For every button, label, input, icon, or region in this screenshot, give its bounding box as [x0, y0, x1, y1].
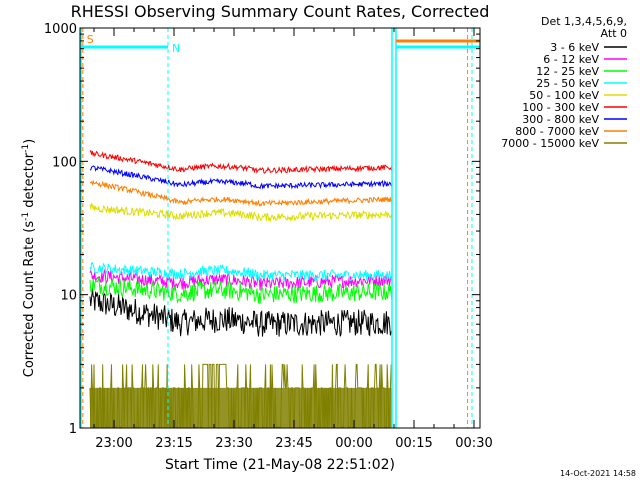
x-tick-label: 00:15 — [395, 436, 432, 451]
legend-entry-label: 300 - 800 keV — [522, 113, 599, 126]
legend-entry-label: 25 - 50 keV — [536, 77, 599, 90]
y-axis-label: Corrected Count Rate (s-1 detector-1) — [21, 139, 37, 377]
x-tick-label: 00:30 — [455, 436, 492, 451]
series-line-1 — [89, 268, 393, 291]
legend-entry-label: 800 - 7000 keV — [515, 125, 599, 138]
y-axis-label-sup1: -1 — [21, 212, 31, 221]
y-tick-label: 1000 — [44, 22, 77, 37]
flag-label-n: N — [172, 42, 180, 55]
x-tick-label: 23:30 — [215, 436, 252, 451]
y-tick-label: 100 — [52, 155, 77, 170]
plot-frame — [79, 27, 481, 429]
y-axis-label-mid: detector — [22, 152, 37, 212]
timestamp: 14-Oct-2021 14:58 — [560, 469, 636, 478]
y-tick-label: 1 — [69, 422, 77, 437]
series-line-7 — [89, 179, 393, 207]
y-tick-label: 10 — [60, 289, 77, 304]
x-axis-label: Start Time (21-May-08 22:51:02) — [165, 457, 395, 473]
legend-entry-label: 3 - 6 keV — [550, 41, 599, 54]
y-axis-label-end: ) — [22, 139, 37, 144]
plot-area: SN — [80, 28, 480, 428]
x-tick-label: 23:00 — [95, 436, 132, 451]
legend-header-line: Det 1,3,4,5,6,9, — [541, 15, 627, 28]
y-axis-label-sup2: -1 — [21, 144, 31, 153]
series-line-3 — [89, 262, 393, 283]
chart-title: RHESSI Observing Summary Count Rates, Co… — [71, 2, 490, 21]
x-tick-label: 00:00 — [335, 436, 372, 451]
legend-header-line: Att 0 — [601, 27, 627, 40]
series-line-0 — [89, 287, 393, 337]
y-axis-label-main: Corrected Count Rate (s — [22, 221, 37, 378]
series-line-2 — [89, 277, 393, 304]
legend-entry-label: 12 - 25 keV — [536, 65, 599, 78]
x-tick-label: 23:45 — [275, 436, 312, 451]
legend-entry-label: 6 - 12 keV — [543, 53, 599, 66]
legend-entry-label: 100 - 300 keV — [522, 101, 599, 114]
legend-entry-label: 50 - 100 keV — [529, 89, 599, 102]
series-line-4 — [89, 202, 393, 223]
axes: 1 10 100 1000 23:00 23:15 23:30 23:45 00:00 00:15… — [44, 22, 493, 451]
series-line-5 — [89, 149, 393, 174]
legend-entry-label: 7000 - 15000 keV — [501, 137, 599, 150]
flag-label-s: S — [87, 33, 94, 46]
series-line-6 — [89, 165, 393, 190]
series-fill-8 — [90, 387, 392, 428]
x-tick-label: 23:15 — [155, 436, 192, 451]
